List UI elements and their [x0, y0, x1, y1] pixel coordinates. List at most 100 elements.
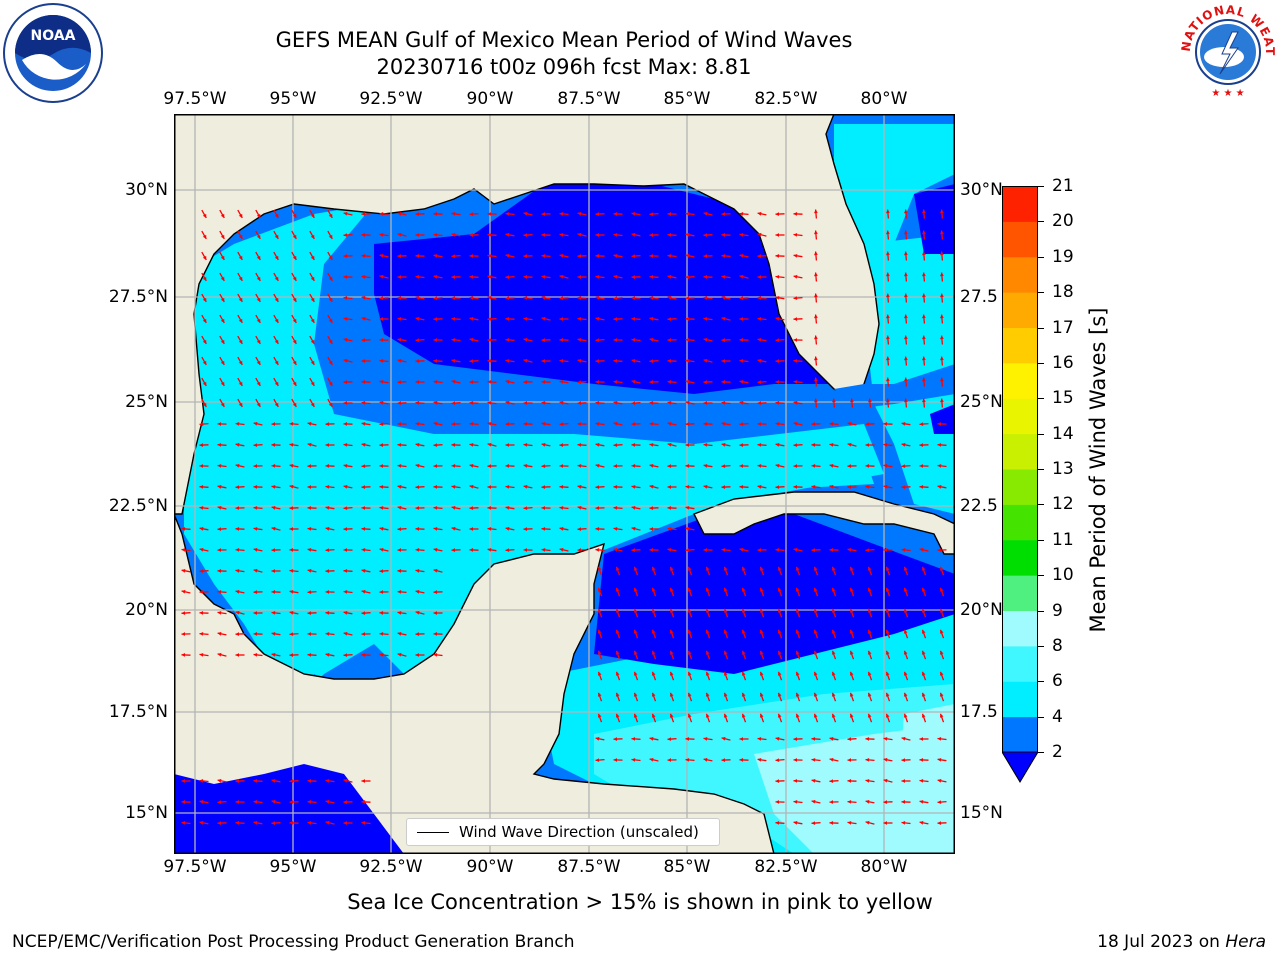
direction-arrow-head: [361, 275, 366, 279]
direction-arrow-head: [937, 443, 942, 447]
sea-ice-note: Sea Ice Concentration > 15% is shown in …: [347, 890, 933, 914]
direction-arrow-head: [850, 398, 854, 403]
direction-arrow-head: [487, 274, 492, 279]
direction-arrow-head: [597, 587, 602, 592]
direction-arrow-head: [379, 296, 384, 300]
direction-arrow-head: [271, 485, 276, 489]
direction-arrow-head: [741, 629, 746, 634]
colorbar-tick-mark: [1038, 221, 1044, 223]
direction-arrow-head: [199, 820, 204, 825]
direction-arrow-head: [274, 255, 279, 260]
direction-arrow-head: [939, 629, 944, 634]
direction-arrow-head: [595, 422, 600, 426]
direction-arrow-head: [379, 506, 384, 510]
direction-arrow-head: [397, 338, 402, 342]
direction-arrow-head: [487, 212, 491, 216]
direction-arrow-head: [256, 339, 261, 344]
direction-arrow-head: [256, 297, 261, 302]
direction-arrow-head: [559, 485, 564, 489]
direction-arrow-head: [613, 464, 617, 468]
direction-arrow-head: [814, 398, 818, 403]
direction-arrow-head: [940, 251, 944, 256]
direction-arrow-head: [865, 758, 870, 762]
colorbar-bin: [1002, 645, 1038, 682]
direction-arrow-head: [793, 338, 797, 342]
direction-arrow-head: [922, 209, 926, 214]
direction-arrow-head: [292, 381, 297, 386]
direction-arrow-head: [793, 820, 798, 825]
direction-arrow-head: [723, 566, 728, 571]
direction-arrow-head: [793, 485, 798, 489]
direction-arrow-head: [505, 506, 510, 510]
direction-arrow-head: [361, 338, 366, 342]
direction-arrow-head: [220, 381, 225, 386]
direction-arrow-head: [415, 316, 420, 321]
direction-arrow-head: [615, 692, 620, 697]
direction-arrow-head: [343, 211, 348, 216]
direction-arrow-head: [541, 380, 546, 384]
direction-arrow-head: [613, 233, 618, 237]
direction-arrow-head: [235, 653, 239, 657]
direction-arrow-head: [687, 608, 692, 613]
direction-arrow-head: [885, 713, 890, 718]
direction-arrow-head: [669, 713, 674, 718]
direction-arrow-head: [883, 757, 888, 762]
direction-arrow-head: [669, 629, 674, 634]
direction-arrow-head: [469, 380, 473, 384]
direction-arrow-head: [867, 671, 872, 676]
direction-arrow-head: [865, 737, 870, 741]
direction-arrow-head: [868, 398, 872, 403]
direction-arrow-head: [669, 566, 674, 571]
direction-arrow-head: [651, 587, 656, 592]
colorbar-tick-label: 21: [1052, 176, 1074, 196]
direction-arrow-head: [886, 230, 890, 235]
direction-arrow-head: [649, 736, 654, 741]
direction-arrow-head: [325, 422, 330, 426]
direction-arrow-head: [793, 464, 797, 468]
direction-arrow-head: [739, 547, 744, 552]
direction-arrow-head: [559, 317, 563, 321]
direction-arrow-head: [904, 377, 908, 382]
direction-arrow-head: [921, 650, 926, 655]
direction-arrow-head: [343, 337, 348, 342]
direction-arrow-head: [415, 527, 420, 531]
direction-arrow-head: [613, 212, 618, 216]
direction-arrow-head: [220, 318, 225, 323]
svg-text:NOAA: NOAA: [31, 28, 76, 44]
direction-arrow-head: [687, 713, 692, 718]
map-panel: [174, 114, 955, 854]
colorbar-bin: [1002, 539, 1038, 576]
direction-arrow-head: [577, 443, 582, 447]
direction-arrow-head: [885, 650, 890, 655]
direction-arrow-head: [705, 629, 710, 634]
direction-arrow-head: [235, 800, 239, 804]
direction-arrow-head: [901, 779, 905, 783]
direction-arrow-head: [451, 401, 456, 405]
direction-arrow-head: [849, 671, 854, 676]
direction-arrow-head: [741, 692, 746, 697]
direction-arrow-head: [541, 212, 545, 216]
direction-arrow-head: [687, 650, 692, 655]
direction-arrow-head: [649, 422, 654, 426]
direction-arrow-head: [631, 401, 636, 405]
low-period-regions: [174, 184, 955, 854]
direction-arrow-head: [685, 400, 690, 405]
direction-arrow-head: [523, 464, 528, 468]
direction-arrow-head: [757, 358, 762, 363]
colorbar-bin: [1002, 221, 1038, 258]
direction-arrow-head: [811, 548, 816, 552]
direction-arrow-head: [651, 671, 656, 676]
direction-arrow-head: [741, 671, 746, 676]
direction-arrow-head: [451, 526, 456, 531]
direction-arrow-head: [253, 485, 258, 489]
direction-arrow-head: [379, 632, 384, 636]
lat-tick-left: 15°N: [125, 803, 168, 823]
direction-arrow-head: [705, 671, 710, 676]
direction-arrow-head: [310, 255, 315, 260]
direction-arrow-head: [220, 402, 225, 407]
direction-arrow-head: [939, 671, 944, 676]
direction-arrow-head: [793, 359, 798, 363]
direction-arrow-head: [505, 212, 510, 216]
direction-arrow-head: [433, 506, 438, 510]
direction-arrow-head: [847, 464, 852, 468]
